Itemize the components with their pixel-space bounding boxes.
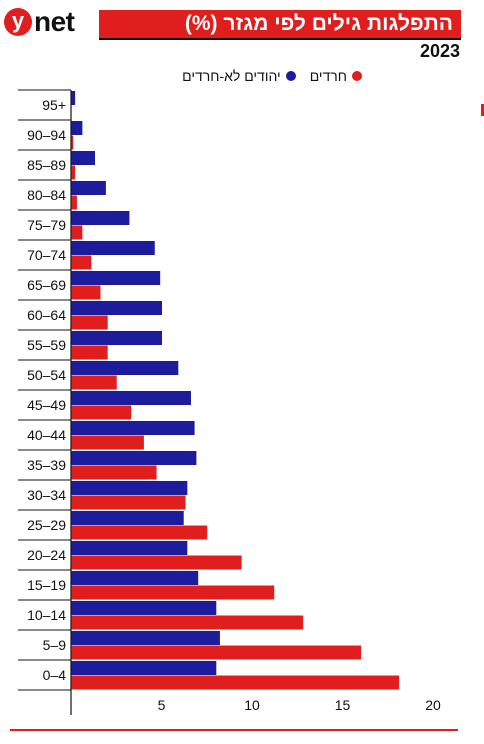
bottom-rule — [10, 729, 458, 731]
category-label: 20–24 — [27, 547, 66, 563]
side-accent-mark — [481, 104, 484, 116]
bar-non-haredi — [71, 541, 188, 555]
x-tick-label: 20 — [425, 697, 441, 713]
bar-non-haredi — [71, 391, 191, 405]
bar-haredim — [71, 555, 242, 570]
category-label: 15–19 — [27, 577, 66, 593]
legend-dot-haredim — [352, 71, 362, 81]
category-label: 90–94 — [27, 127, 66, 143]
bar-haredim — [71, 345, 108, 360]
bar-non-haredi — [71, 571, 199, 585]
bar-non-haredi — [71, 181, 106, 195]
bar-haredim — [71, 255, 92, 270]
bar-non-haredi — [71, 631, 220, 645]
legend-label-haredim: חרדים — [309, 68, 347, 84]
category-label: 35–39 — [27, 457, 66, 473]
category-label: 55–59 — [27, 337, 66, 353]
logo-net-text: net — [34, 6, 75, 37]
bar-haredim — [71, 225, 83, 240]
category-label: 70–74 — [27, 247, 66, 263]
bar-non-haredi — [71, 121, 83, 135]
category-label: 25–29 — [27, 517, 66, 533]
bar-haredim — [71, 675, 400, 690]
chart-subtitle-year: 2023 — [419, 41, 460, 61]
bar-haredim — [71, 315, 108, 330]
category-label: 60–64 — [27, 307, 66, 323]
bar-haredim — [71, 405, 132, 420]
bar-non-haredi — [71, 331, 162, 345]
ynet-logo: y net — [4, 4, 75, 40]
bar-non-haredi — [71, 301, 162, 315]
x-tick-label: 10 — [244, 697, 260, 713]
legend-dot-non-haredi — [285, 71, 296, 81]
category-label: 75–79 — [27, 217, 66, 233]
legend-item-non-haredi: יהודים לא-חרדים — [182, 68, 296, 84]
bar-haredim — [71, 495, 186, 510]
bar-haredim — [71, 645, 362, 660]
category-label: 0–4 — [43, 667, 67, 683]
category-label: 65–69 — [27, 277, 66, 293]
bar-haredim — [71, 195, 77, 210]
category-label: 40–44 — [27, 427, 66, 443]
bar-non-haredi — [71, 151, 96, 165]
bar-non-haredi — [71, 511, 184, 525]
logo-y-circle: y — [4, 8, 32, 36]
category-label: 50–54 — [27, 367, 66, 383]
bar-non-haredi — [71, 421, 195, 435]
category-label: 10–14 — [27, 607, 66, 623]
chart-title: התפלגות גילים לפי מגזר (%) — [99, 10, 461, 38]
bar-non-haredi — [71, 211, 130, 225]
bar-haredim — [71, 525, 208, 540]
category-label: 45–49 — [27, 397, 66, 413]
bar-non-haredi — [71, 601, 217, 615]
bar-non-haredi — [71, 241, 155, 255]
bar-haredim — [71, 435, 144, 450]
title-underline — [99, 38, 461, 40]
bar-haredim — [71, 285, 101, 300]
category-label: 95+ — [42, 97, 66, 113]
category-label: 85–89 — [27, 157, 66, 173]
x-tick-label: 15 — [335, 697, 351, 713]
bar-haredim — [71, 585, 275, 600]
legend-label-non-haredi: יהודים לא-חרדים — [182, 68, 281, 84]
category-label: 80–84 — [27, 187, 66, 203]
bar-non-haredi — [71, 361, 179, 375]
bar-non-haredi — [71, 271, 161, 285]
x-tick-label: 5 — [158, 697, 166, 713]
bar-haredim — [71, 615, 304, 630]
chart-legend: חרדים יהודים לא-חרדים — [168, 68, 362, 84]
bar-haredim — [71, 375, 117, 390]
bar-non-haredi — [71, 91, 76, 105]
bar-haredim — [71, 165, 76, 180]
legend-item-haredim: חרדים — [310, 68, 362, 84]
bar-non-haredi — [71, 661, 217, 675]
category-label: 5–9 — [43, 637, 67, 653]
bar-non-haredi — [71, 481, 188, 495]
bar-non-haredi — [71, 451, 197, 465]
bar-haredim — [71, 465, 157, 480]
bar-haredim — [71, 135, 74, 150]
category-label: 30–34 — [27, 487, 66, 503]
